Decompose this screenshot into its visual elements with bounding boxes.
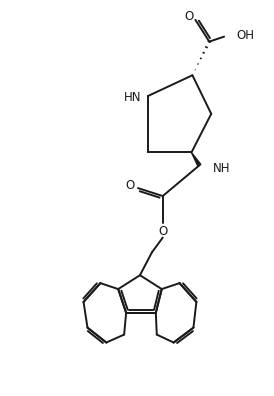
Text: HN: HN — [124, 91, 142, 103]
Text: O: O — [158, 225, 167, 238]
Text: OH: OH — [236, 29, 254, 42]
Text: O: O — [185, 10, 194, 23]
Polygon shape — [192, 152, 201, 166]
Text: O: O — [125, 179, 135, 192]
Text: NH: NH — [213, 162, 231, 175]
